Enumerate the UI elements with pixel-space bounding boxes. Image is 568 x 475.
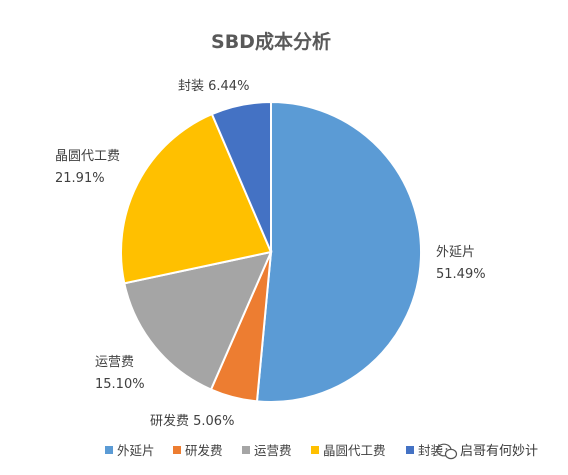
slice-labels: 外延片 51.49% 研发费 5.06% 运营费 15.10% 晶圆代工费 21.91% 封装…: [55, 79, 486, 429]
slice-full-label: 研发费 5.06%: [150, 413, 234, 429]
legend-item-3: 晶圆代工费: [311, 443, 386, 458]
legend-label: 晶圆代工费: [323, 443, 386, 458]
legend-label: 封装: [418, 443, 443, 458]
pie-slice-3: [120, 112, 273, 285]
pie-slice-2: [123, 250, 273, 391]
slice-full-label: 封装 6.44%: [178, 79, 249, 94]
watermark: 启哥有何妙计: [436, 443, 538, 460]
slice-label-4: 封装 6.44%: [178, 79, 249, 94]
legend-swatch: [406, 446, 414, 454]
pie-slices: [120, 100, 423, 403]
slice-value-label: 15.10%: [95, 377, 145, 392]
legend-label: 研发费: [185, 443, 223, 458]
pie-slice-0: [255, 100, 423, 403]
legend-swatch: [311, 446, 319, 454]
legend-item-1: 研发费: [173, 443, 223, 458]
legend-item-4: 封装: [406, 443, 443, 458]
slice-label-1: 研发费 5.06%: [150, 413, 234, 429]
legend-item-2: 运营费: [242, 443, 292, 458]
wechat-icon: [436, 443, 458, 460]
pie-slice-4: [210, 100, 272, 253]
slice-value-label: 51.49%: [436, 267, 486, 282]
legend-label: 运营费: [254, 443, 292, 458]
legend-swatch: [105, 446, 113, 454]
slice-label-2: 运营费 15.10%: [95, 355, 145, 392]
watermark-text: 启哥有何妙计: [460, 443, 538, 459]
chart-title: SBD成本分析: [211, 30, 331, 53]
slice-category-label: 运营费: [95, 355, 134, 370]
legend-label: 外延片: [117, 443, 155, 458]
slice-label-0: 外延片 51.49%: [436, 245, 486, 282]
legend-item-0: 外延片: [105, 443, 155, 458]
legend-swatch: [242, 446, 250, 454]
slice-value-label: 21.91%: [55, 171, 105, 186]
slice-category-label: 外延片: [436, 245, 475, 260]
slice-label-3: 晶圆代工费 21.91%: [55, 149, 120, 186]
legend: 外延片 研发费 运营费 晶圆代工费 封装: [105, 443, 443, 458]
slice-category-label: 晶圆代工费: [55, 149, 120, 164]
legend-swatch: [173, 446, 181, 454]
